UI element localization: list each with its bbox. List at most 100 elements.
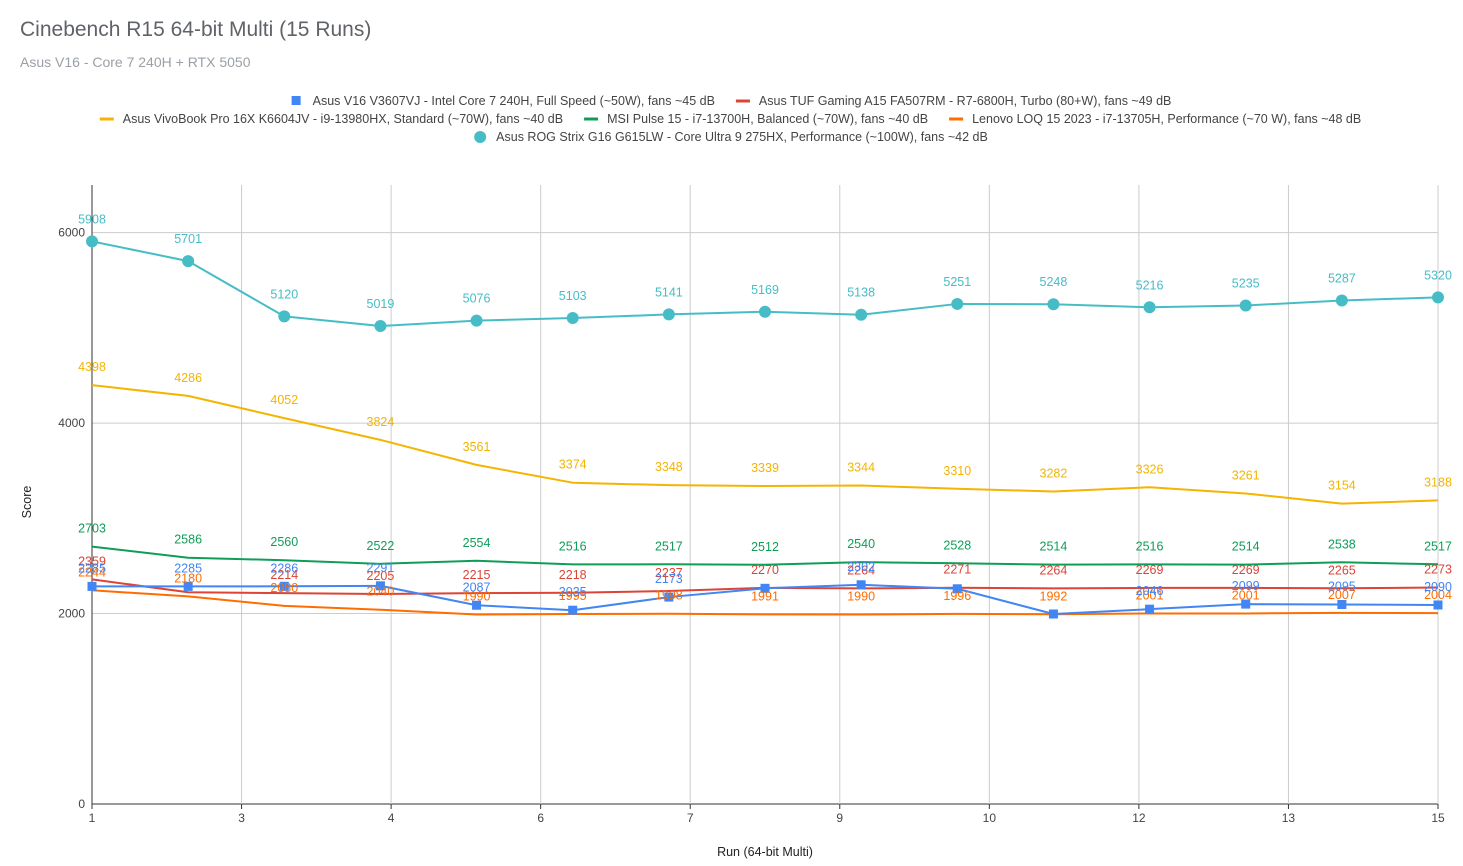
data-label: 2522	[367, 539, 395, 553]
data-label: 2214	[270, 568, 298, 582]
data-labels: 2244 2180 2080 2040 1990 1995 1998 1991 1990 1996…	[78, 212, 1452, 603]
x-tick-label: 7	[687, 811, 694, 825]
data-label: 4052	[270, 393, 298, 407]
data-label: 2538	[1328, 537, 1356, 551]
data-label: 2269	[1232, 563, 1260, 577]
data-label: 5287	[1328, 272, 1356, 286]
data-point	[662, 308, 675, 321]
series-4	[91, 545, 1439, 566]
data-label: 4398	[78, 360, 106, 374]
data-label: 5216	[1136, 278, 1164, 292]
series-1	[87, 580, 1443, 619]
data-label: 2180	[174, 571, 202, 585]
chart-title: Cinebench R15 64-bit Multi (15 Runs)	[20, 18, 372, 41]
legend-item[interactable]: Asus VivoBook Pro 16X K6604JV - i9-13980…	[99, 112, 563, 126]
data-label: 5251	[943, 275, 971, 289]
legend-item[interactable]: Asus V16 V3607VJ - Intel Core 7 240H, Fu…	[291, 94, 715, 108]
data-point	[1241, 599, 1251, 609]
data-point	[86, 235, 98, 248]
data-label: 2516	[1136, 539, 1164, 553]
data-label: 2215	[463, 568, 491, 582]
data-label: 2080	[270, 581, 298, 595]
data-label: 5138	[847, 286, 875, 300]
series-6	[86, 235, 1444, 333]
data-label: 2528	[943, 538, 971, 552]
data-label: 2516	[559, 539, 587, 553]
data-label: 2286	[270, 561, 298, 575]
data-point	[856, 580, 866, 590]
data-label: 2291	[367, 561, 395, 575]
y-axis-title: Score	[20, 486, 34, 519]
data-label: 1992	[1040, 589, 1068, 603]
data-point	[760, 583, 770, 593]
y-tick-label: 4000	[58, 416, 85, 430]
data-label: 2359	[78, 554, 106, 568]
data-label: 2046	[1136, 584, 1164, 598]
legend-swatch	[99, 117, 114, 121]
data-label: 5120	[270, 287, 298, 301]
data-point	[855, 308, 868, 321]
data-label: 2205	[367, 569, 395, 583]
data-label: 5019	[367, 297, 395, 311]
data-label: 2001	[1136, 588, 1164, 602]
data-point	[279, 581, 289, 591]
y-tick-label: 0	[78, 797, 85, 811]
series-line	[91, 545, 1439, 566]
legend-swatch	[474, 131, 487, 143]
data-label: 2554	[463, 536, 491, 550]
data-label: 3326	[1136, 462, 1164, 476]
data-point	[952, 584, 962, 594]
y-tick-label: 6000	[58, 226, 85, 240]
legend-item[interactable]: MSI Pulse 15 - i7-13700H, Balanced (~70W…	[584, 112, 928, 126]
data-point	[1432, 291, 1444, 304]
legend-item[interactable]: Lenovo LOQ 15 2023 - i7-13705H, Performa…	[949, 112, 1361, 126]
legend-label: Lenovo LOQ 15 2023 - i7-13705H, Performa…	[972, 112, 1361, 126]
data-label: 3824	[367, 415, 395, 429]
data-point	[1047, 298, 1060, 311]
data-label: 2173	[655, 572, 683, 586]
series-3	[91, 384, 1439, 505]
data-label: 3310	[943, 464, 971, 478]
legend-label: Asus V16 V3607VJ - Intel Core 7 240H, Fu…	[313, 94, 715, 108]
x-tick-label: 13	[1282, 811, 1296, 825]
legend-item[interactable]: Asus ROG Strix G16 G615LW - Core Ultra 9…	[474, 130, 988, 144]
legend-item[interactable]: Asus TUF Gaming A15 FA507RM - R7-6800H, …	[735, 94, 1171, 108]
data-point	[182, 255, 195, 268]
data-label: 2514	[1232, 540, 1260, 554]
data-label: 2270	[751, 563, 779, 577]
data-point	[87, 581, 97, 591]
x-tick-label: 4	[388, 811, 395, 825]
data-label: 2269	[1136, 563, 1164, 577]
legend[interactable]: Asus V16 V3607VJ - Intel Core 7 240H, Fu…	[99, 94, 1361, 144]
data-label: 2586	[174, 533, 202, 547]
data-label: 2265	[1328, 563, 1356, 577]
data-label: 2540	[847, 537, 875, 551]
x-tick-label: 12	[1132, 811, 1146, 825]
data-label: 2087	[463, 580, 491, 594]
data-point	[566, 312, 579, 325]
data-label: 2285	[78, 561, 106, 575]
x-tick-label: 9	[836, 811, 843, 825]
series-line	[91, 589, 1439, 616]
data-label: 3339	[751, 461, 779, 475]
data-point	[472, 600, 482, 610]
x-tick-label: 6	[537, 811, 544, 825]
legend-swatch	[584, 117, 599, 121]
series-line	[91, 384, 1439, 505]
data-label: 5248	[1040, 275, 1068, 289]
data-label: 2273	[1424, 563, 1452, 577]
data-label: 5076	[463, 292, 491, 306]
data-label: 2514	[1040, 540, 1068, 554]
data-label: 3344	[847, 461, 875, 475]
legend-label: Asus TUF Gaming A15 FA507RM - R7-6800H, …	[759, 94, 1171, 108]
data-label: 3261	[1232, 468, 1260, 482]
data-point	[278, 310, 291, 323]
data-point	[568, 605, 578, 615]
x-tick-label: 15	[1431, 811, 1445, 825]
data-label: 2004	[1424, 588, 1452, 602]
data-label: 5103	[559, 289, 587, 303]
data-label: 3348	[655, 460, 683, 474]
data-label: 2302	[847, 560, 875, 574]
data-point	[375, 581, 385, 591]
